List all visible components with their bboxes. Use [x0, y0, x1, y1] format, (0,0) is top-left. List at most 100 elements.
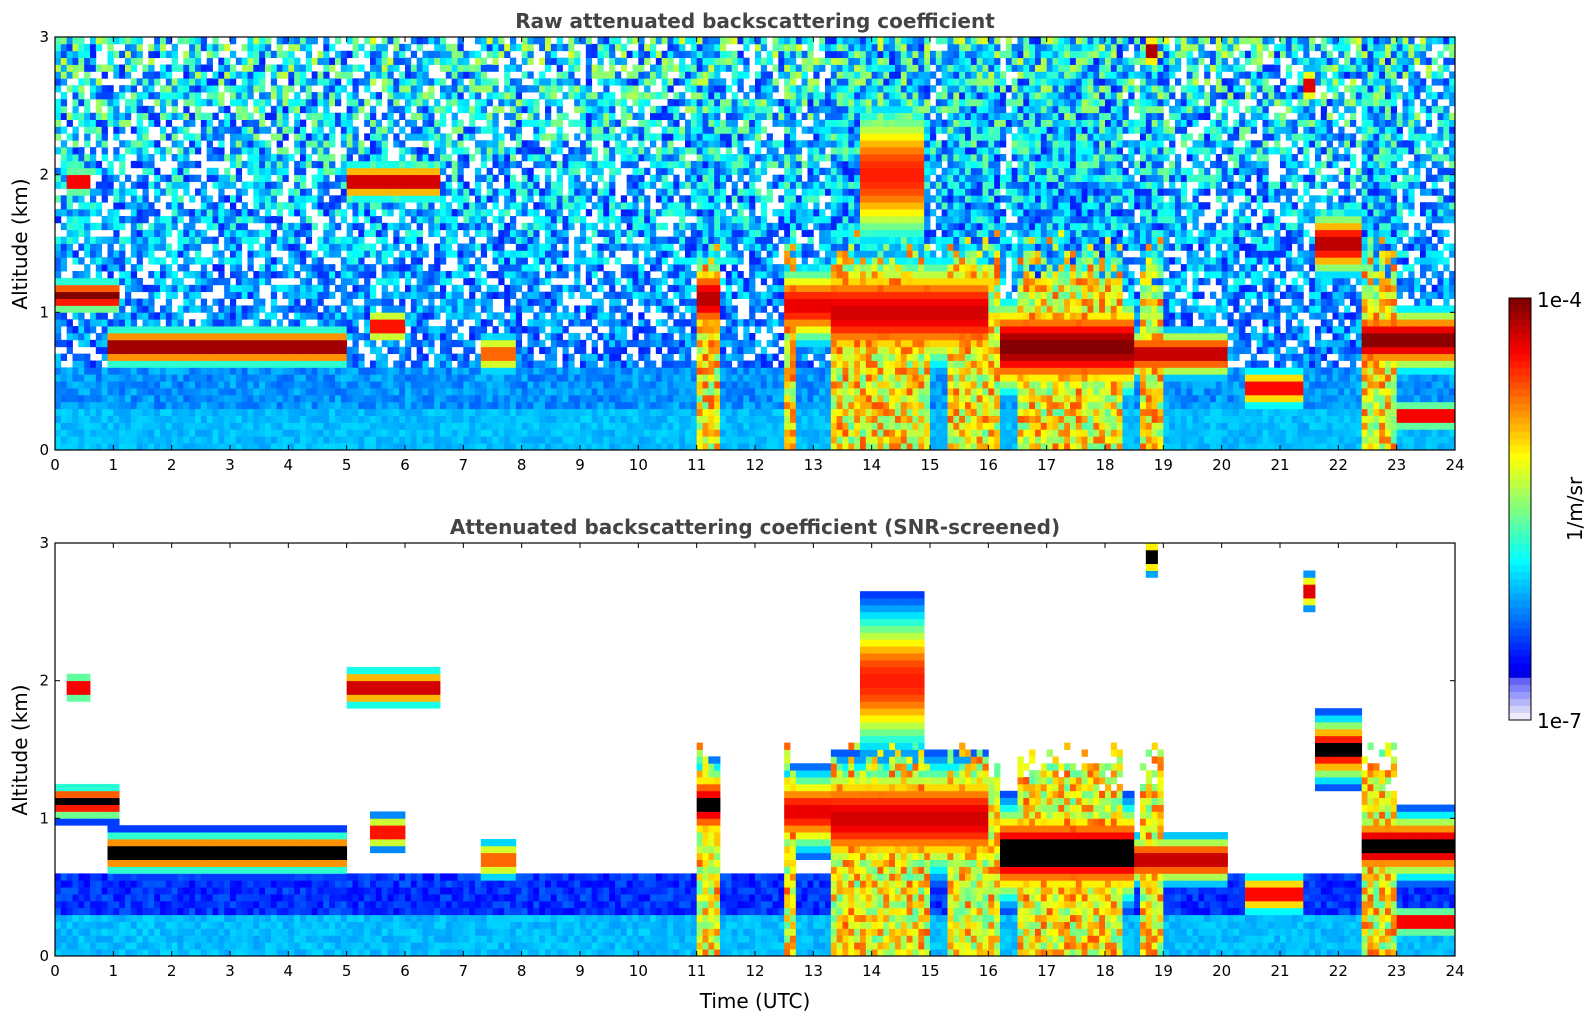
heatmap-cell [428, 195, 435, 203]
heatmap-cell [416, 367, 423, 375]
heatmap-cell [574, 250, 581, 258]
heatmap-cell [510, 174, 517, 182]
heatmap-cell [154, 291, 161, 299]
heatmap-cell [329, 126, 336, 134]
heatmap-cell [358, 243, 365, 251]
heatmap-cell [364, 394, 371, 403]
heatmap-cell [294, 133, 301, 141]
heatmap-cell [160, 332, 167, 341]
heatmap-cell [457, 271, 464, 279]
heatmap-cell [148, 381, 155, 389]
heatmap-cell [393, 312, 400, 320]
heatmap-cell [416, 105, 423, 114]
heatmap-cell [644, 332, 651, 341]
heatmap-cell [247, 353, 254, 361]
heatmap-cell [107, 174, 114, 182]
heatmap-cell [445, 133, 453, 141]
heatmap-cell [154, 236, 161, 244]
heatmap-cell [107, 415, 114, 423]
heatmap-cell [60, 105, 68, 114]
heatmap-cell [311, 298, 318, 306]
heatmap-cell [218, 415, 225, 423]
heatmap-cell [265, 181, 272, 189]
heatmap-cell [200, 195, 208, 203]
heatmap-cell [177, 78, 184, 86]
heatmap-cell [323, 367, 330, 375]
heatmap-cell [241, 188, 248, 196]
heatmap-cell [247, 332, 254, 341]
heatmap-cell [183, 181, 190, 189]
heatmap-cell [422, 332, 429, 341]
heatmap-cell [323, 429, 330, 437]
heatmap-cell [340, 332, 348, 341]
heatmap-cell [253, 284, 260, 293]
heatmap-cell [218, 388, 225, 396]
heatmap-cell [434, 181, 441, 189]
heatmap-cell [504, 167, 511, 176]
heatmap-cell [492, 422, 499, 430]
heatmap-cell [95, 188, 103, 196]
heatmap-cell [510, 92, 517, 100]
heatmap-cell [323, 174, 330, 182]
heatmap-cell [375, 140, 383, 148]
heatmap-cell [574, 305, 581, 313]
heatmap-cell [416, 174, 423, 182]
heatmap-cell [288, 291, 295, 299]
heatmap-cell [259, 140, 266, 148]
heatmap-cell [562, 57, 569, 65]
heatmap-cell [615, 243, 622, 251]
heatmap-cell [533, 401, 540, 410]
heatmap-cell [352, 319, 359, 327]
heatmap-cell [364, 326, 371, 334]
heatmap-cell [638, 367, 645, 375]
heatmap-cell [154, 312, 161, 320]
heatmap-cell [183, 112, 190, 120]
heatmap-cell [218, 64, 225, 72]
heatmap-cell [177, 229, 184, 238]
heatmap-cell [480, 264, 488, 272]
heatmap-cell [177, 388, 184, 396]
heatmap-cell [405, 319, 412, 327]
heatmap-cell [405, 105, 412, 114]
heatmap-cell [399, 346, 406, 355]
heatmap-cell [545, 195, 552, 203]
heatmap-cell [492, 85, 499, 93]
heatmap-cell [253, 105, 260, 114]
heatmap-cell [130, 346, 138, 355]
heatmap-cell [515, 319, 523, 327]
heatmap-cell [66, 215, 73, 224]
heatmap-cell [597, 388, 604, 396]
heatmap-cell [148, 429, 155, 437]
heatmap-cell [212, 374, 219, 382]
heatmap-cell [90, 85, 97, 93]
heatmap-cell [241, 126, 248, 134]
heatmap-cell [410, 429, 418, 437]
heatmap-cell [265, 339, 272, 348]
heatmap-cell [550, 195, 558, 203]
heatmap-cell [480, 436, 488, 444]
heatmap-cell [358, 388, 365, 396]
heatmap-cell [183, 98, 190, 107]
heatmap-cell [154, 147, 161, 155]
heatmap-cell [585, 78, 593, 86]
heatmap-cell [352, 408, 359, 416]
heatmap-cell [603, 408, 610, 416]
heatmap-cell [527, 422, 534, 430]
heatmap-cell [189, 401, 196, 410]
heatmap-cell [609, 298, 616, 306]
heatmap-cell [323, 112, 330, 120]
heatmap-cell [171, 401, 178, 410]
heatmap-cell [410, 332, 418, 341]
heatmap-cell [580, 222, 587, 231]
heatmap-cell [638, 229, 645, 238]
heatmap-cell [288, 443, 295, 451]
heatmap-cell [562, 443, 569, 451]
heatmap-cell [620, 140, 628, 148]
heatmap-cell [597, 195, 604, 203]
heatmap-cell [346, 408, 353, 416]
heatmap-cell [177, 408, 184, 416]
heatmap-cell [399, 43, 406, 52]
heatmap-cell [352, 305, 359, 313]
heatmap-cell [410, 422, 418, 430]
heatmap-cell [247, 422, 254, 430]
